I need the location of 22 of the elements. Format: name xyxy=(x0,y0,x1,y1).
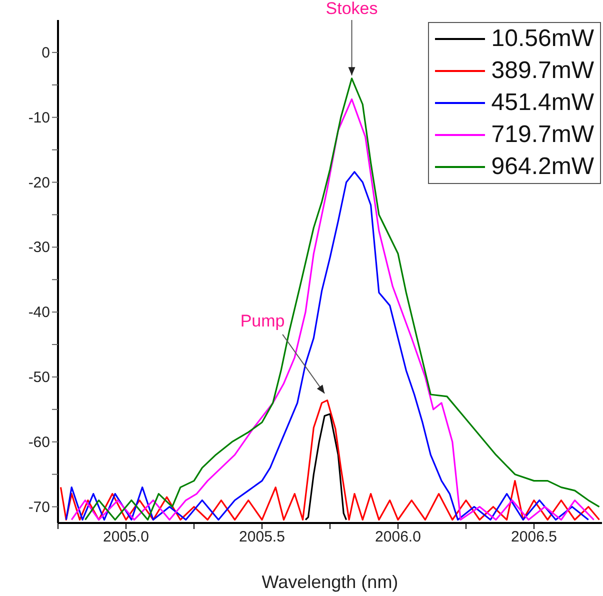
y-tick-label: -70 xyxy=(28,498,50,516)
y-tick-label: -30 xyxy=(28,239,50,256)
x-tick-label: 2006.5 xyxy=(511,528,557,546)
annotation: Pump xyxy=(240,311,285,330)
x-tick-label: 2005.5 xyxy=(239,528,285,546)
legend-label: 964.2mW xyxy=(491,153,594,181)
x-tick-label: 2005.0 xyxy=(103,528,149,546)
y-tick-label: -40 xyxy=(28,304,50,322)
legend-label: 10.56mW xyxy=(491,25,594,53)
y-tick-label: -60 xyxy=(28,434,50,451)
y-tick-label: -20 xyxy=(28,174,50,192)
y-tick-label: -50 xyxy=(28,368,50,386)
line-series xyxy=(60,400,600,521)
legend-label: 389.7mW xyxy=(491,57,594,85)
x-tick-label: 2006.0 xyxy=(375,528,421,546)
annotation: Stokes xyxy=(326,0,378,18)
x-axis-title: Wavelength (nm) xyxy=(262,572,398,592)
y-tick-label: 0 xyxy=(42,44,50,62)
y-tick-label: -10 xyxy=(28,109,50,126)
line-series xyxy=(304,413,348,521)
legend-label: 451.4mW xyxy=(491,89,594,117)
legend-label: 719.7mW xyxy=(491,121,594,149)
